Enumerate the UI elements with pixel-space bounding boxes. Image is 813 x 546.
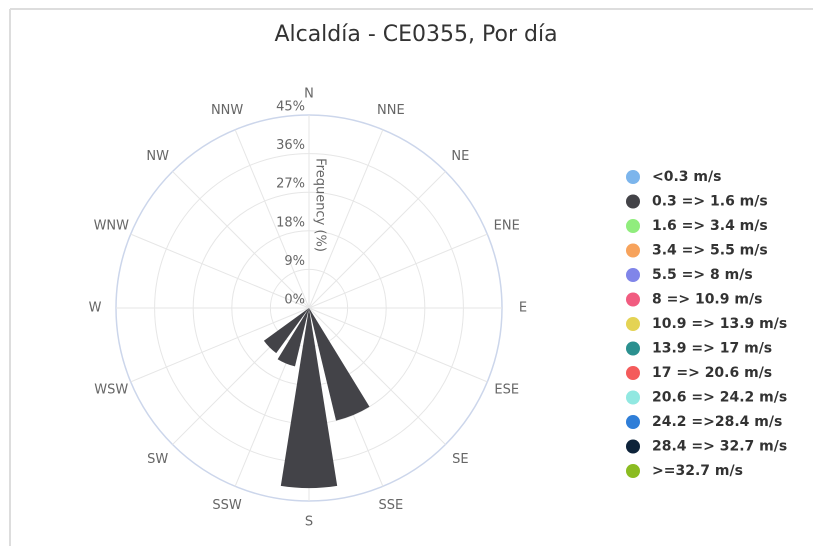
legend-label: 10.9 => 13.9 m/s (652, 316, 787, 332)
legend-label: 3.4 => 5.5 m/s (652, 243, 768, 259)
direction-label: NE (451, 149, 469, 164)
direction-label: SW (147, 452, 168, 467)
legend-marker (626, 243, 640, 258)
direction-label: WNW (94, 219, 130, 234)
legend-marker (626, 268, 640, 282)
r-tick-label: 18% (276, 215, 305, 230)
direction-label: SSW (212, 498, 242, 513)
legend-label: 1.6 => 3.4 m/s (652, 218, 768, 234)
spoke (308, 233, 488, 309)
sector (309, 308, 370, 421)
legend-marker (626, 292, 640, 307)
spoke (130, 233, 310, 309)
r-tick-label: 9% (284, 254, 305, 269)
radial-axis-title: Frequency (%) (313, 158, 328, 252)
chart-title: Alcaldía - CE0355, Por día (274, 22, 557, 47)
legend-label: 13.9 => 17 m/s (652, 341, 772, 357)
r-tick-label: 0% (284, 293, 305, 308)
direction-label: NNE (377, 103, 405, 118)
spoke (172, 171, 310, 309)
spoke (308, 129, 384, 309)
legend-label: 0.3 => 1.6 m/s (652, 194, 768, 210)
spoke (234, 129, 310, 309)
legend-label: 8 => 10.9 m/s (652, 292, 762, 308)
sector (277, 308, 309, 367)
legend-label: <0.3 m/s (652, 169, 721, 185)
spoke (130, 307, 310, 383)
direction-label: SSE (379, 498, 404, 513)
legend-label: 5.5 => 8 m/s (652, 267, 753, 283)
direction-label: W (89, 301, 102, 316)
r-tick-label: 36% (276, 138, 305, 153)
legend-label: 20.6 => 24.2 m/s (652, 390, 787, 406)
legend-marker (626, 317, 640, 331)
direction-label: E (519, 301, 527, 316)
r-tick-label: 45% (276, 100, 305, 115)
sector (263, 308, 309, 354)
legend-marker (626, 390, 640, 405)
legend-marker (626, 194, 640, 209)
direction-label: SE (452, 452, 468, 467)
legend-label: >=32.7 m/s (652, 463, 743, 479)
direction-label: ESE (494, 382, 519, 397)
legend-label: 17 => 20.6 m/s (652, 365, 772, 381)
legend-marker (626, 170, 640, 184)
direction-label: NW (146, 149, 169, 164)
sector (280, 308, 338, 489)
legend-marker (626, 341, 640, 356)
legend-marker (626, 439, 640, 454)
spoke (308, 171, 446, 309)
legend-label: 28.4 => 32.7 m/s (652, 439, 787, 455)
direction-label: WSW (94, 382, 128, 397)
spoke (308, 307, 446, 445)
direction-label: S (305, 515, 313, 530)
legend-label: 24.2 =>28.4 m/s (652, 414, 782, 430)
spoke (308, 307, 488, 383)
legend-marker (626, 464, 640, 478)
direction-label: N (304, 87, 314, 102)
legend-marker (626, 415, 640, 429)
r-tick-label: 27% (276, 177, 305, 192)
legend-marker (626, 219, 640, 233)
direction-label: ENE (494, 219, 520, 234)
legend-marker (626, 366, 640, 380)
direction-label: NNW (211, 103, 243, 118)
